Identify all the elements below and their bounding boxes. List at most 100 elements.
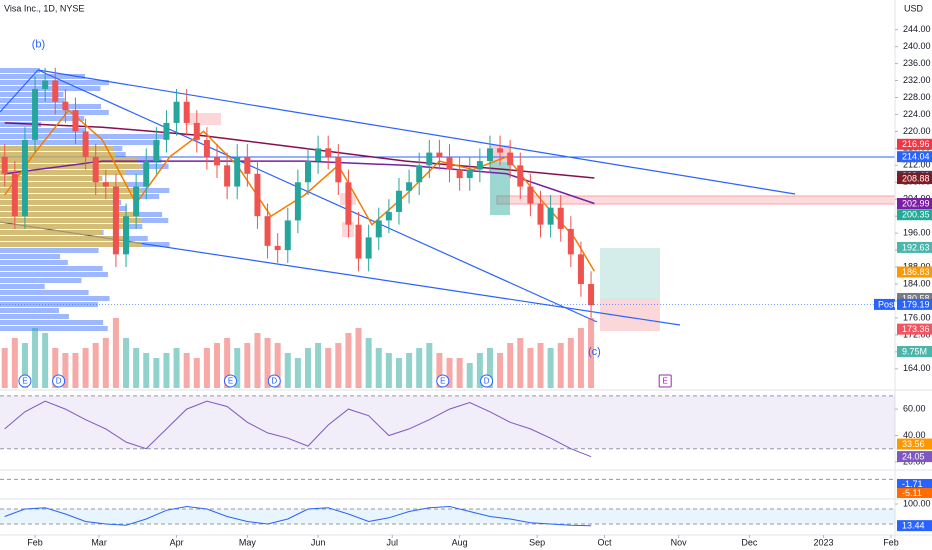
price-label-bg [897, 293, 932, 305]
volume-profile [0, 266, 103, 271]
x-tick-label: Jul [386, 537, 398, 547]
volume-profile [0, 314, 69, 319]
candle-body [365, 237, 372, 259]
volume-bar [588, 318, 595, 388]
volume-profile [0, 320, 104, 325]
price-label: 179.19 [902, 299, 930, 309]
candle-body [315, 148, 322, 162]
volume-bar [335, 343, 342, 388]
x-tick-label: Apr [170, 537, 184, 547]
candle-body [32, 89, 39, 140]
volume-bar [507, 343, 514, 388]
volume-profile [0, 158, 137, 163]
volume-bar [32, 328, 39, 388]
price-label: 173.36 [902, 324, 930, 334]
candle-body [203, 139, 210, 157]
candle-body [183, 101, 190, 123]
volume-bar [375, 348, 382, 388]
post-label: Post [878, 299, 897, 309]
volume-profile [0, 206, 117, 211]
candle-body [133, 186, 140, 217]
volume-label-bg [897, 346, 932, 357]
event-label: E [228, 377, 233, 386]
volume-profile [0, 140, 160, 145]
volume-bar [527, 348, 534, 388]
x-tick-label: May [239, 537, 257, 547]
trendline [37, 69, 796, 195]
volume-bar [21, 343, 28, 388]
candle-body [102, 182, 109, 187]
price-label-bg [897, 323, 932, 335]
y-tick-label: 164.00 [903, 363, 931, 373]
y-tick-label: 196.00 [903, 228, 931, 238]
volume-bar [446, 358, 453, 388]
candle-body [112, 186, 119, 255]
volume-bar [133, 348, 140, 388]
price-label-bg [897, 209, 932, 221]
candle-body [436, 152, 443, 157]
volume-profile [0, 170, 126, 175]
candle-body [456, 169, 463, 179]
candle-body [497, 148, 504, 153]
trendline [37, 69, 598, 323]
volume-bar [123, 338, 130, 388]
y-tick-label: 100.00 [903, 498, 931, 508]
long-target [600, 248, 660, 299]
moving-average [4, 160, 595, 205]
volume-profile [0, 92, 64, 97]
x-tick-label: Mar [91, 537, 107, 547]
pane-label-bg [897, 520, 932, 532]
y-tick-label: 220.00 [903, 126, 931, 136]
volume-profile [0, 176, 102, 181]
y-tick-label: 240.00 [903, 41, 931, 51]
volume-bar [254, 333, 261, 388]
x-tick-label: Sep [529, 537, 545, 547]
volume-bar [577, 328, 584, 388]
candle-body [62, 101, 69, 111]
candle-body [426, 152, 433, 166]
candle-body [234, 156, 241, 187]
annotation: (c) [588, 346, 601, 358]
zone [496, 195, 896, 205]
volume-profile [0, 242, 142, 247]
pane-label: -5.11 [902, 488, 922, 498]
volume-bar [547, 348, 554, 388]
volume-bar [72, 353, 79, 388]
volume-profile [0, 224, 126, 229]
price-label-bg [897, 151, 932, 163]
volume-profile [0, 248, 99, 253]
volume-profile [0, 110, 109, 115]
volume-profile [0, 146, 114, 151]
candle-body [547, 207, 554, 225]
volume-bar [466, 363, 473, 388]
rsi-line [4, 400, 592, 458]
pane-label-bg [897, 438, 932, 450]
x-tick-label: Dec [741, 537, 758, 547]
event-marker [223, 374, 237, 388]
event-marker [480, 374, 494, 388]
y-tick-label: 244.00 [903, 24, 931, 34]
price-label-bg [897, 298, 932, 310]
candle-body [153, 139, 160, 162]
candle-body [92, 156, 99, 183]
candle-body [416, 165, 423, 183]
post-bg [874, 298, 895, 310]
volume-profile [0, 236, 129, 241]
candle-body [11, 173, 18, 217]
pane-label-bg [897, 451, 932, 463]
volume-profile [0, 188, 142, 193]
price-label: 208.88 [902, 173, 930, 183]
volume-bar [436, 353, 443, 388]
volume-profile [0, 152, 116, 157]
volume-bar [557, 343, 564, 388]
event-marker [658, 374, 672, 388]
candle-body [335, 156, 342, 183]
annotation: (b) [32, 38, 45, 50]
candle-body [284, 220, 291, 251]
candle-body [82, 131, 89, 157]
volume-profile [0, 230, 103, 235]
volume-label: 9.75M [902, 346, 927, 356]
chart-title: Visa Inc., 1D, NYSE [4, 3, 84, 13]
candle-body [214, 156, 221, 166]
